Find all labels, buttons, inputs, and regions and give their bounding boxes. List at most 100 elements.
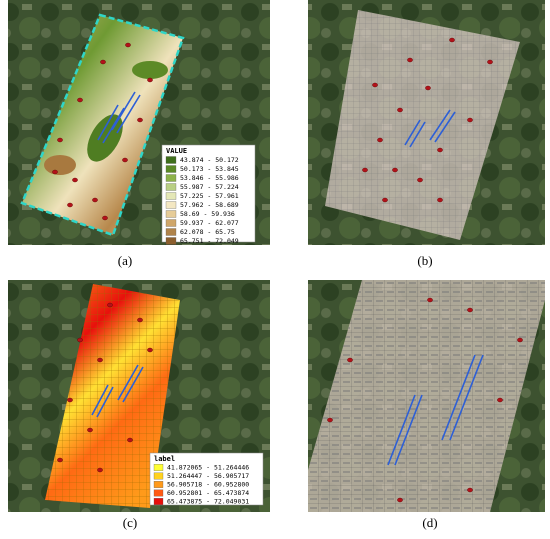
legend-swatch	[153, 472, 164, 480]
sample-point	[72, 177, 78, 183]
sample-point	[87, 427, 93, 433]
fault-line	[441, 354, 476, 441]
fault-line	[116, 94, 141, 134]
fault-line	[117, 364, 139, 401]
sample-point	[407, 57, 413, 63]
legend-swatch	[165, 156, 177, 164]
legend-label: 55.987 - 57.224	[180, 183, 239, 191]
sample-point	[425, 85, 431, 91]
sample-point	[437, 197, 443, 203]
legend-label: 57.962 - 58.689	[180, 201, 239, 209]
sample-point	[392, 167, 398, 173]
sample-point	[102, 215, 108, 221]
legend-swatch	[165, 192, 177, 200]
sample-point	[77, 337, 83, 343]
sample-point	[347, 357, 353, 363]
legend-label: 65.751 - 72.049	[180, 237, 239, 245]
sample-point	[107, 302, 113, 308]
fault-line	[434, 111, 456, 143]
fault-line	[387, 394, 416, 466]
panel-b	[308, 0, 545, 245]
sample-point	[397, 497, 403, 503]
sample-point	[377, 137, 383, 143]
sample-point	[427, 297, 433, 303]
sample-point	[327, 417, 333, 423]
legend-swatch	[153, 464, 164, 471]
sample-point	[362, 167, 368, 173]
sample-point	[467, 117, 473, 123]
legend-swatch	[153, 489, 164, 497]
sample-point	[147, 347, 153, 353]
legend-label: 51.264447 - 56.905717	[167, 472, 249, 480]
sample-point	[122, 157, 128, 163]
legend-swatch	[153, 481, 164, 488]
grid	[308, 280, 545, 512]
sample-point	[77, 97, 83, 103]
sample-point	[372, 82, 378, 88]
sample-point	[467, 487, 473, 493]
fault-line	[96, 386, 114, 418]
legend-swatch	[165, 174, 177, 182]
sample-point	[125, 42, 131, 48]
legend-label: 59.937 - 62.077	[180, 219, 239, 227]
sample-point	[137, 117, 143, 123]
legend-swatch	[153, 498, 164, 505]
sample-point	[497, 397, 503, 403]
legend-label: 57.225 - 57.961	[180, 192, 239, 200]
sample-point	[517, 337, 523, 343]
legend-label: 56.905718 - 60.952800	[167, 481, 249, 489]
sample-point	[97, 357, 103, 363]
legend-swatch	[165, 210, 177, 218]
panel-label: (b)	[417, 253, 432, 268]
legend-label: 62.078 - 65.75	[180, 228, 235, 236]
legend-label: 53.846 - 55.986	[180, 174, 239, 182]
fault-line	[404, 119, 421, 146]
sample-point	[147, 77, 153, 83]
panel-label: (c)	[123, 515, 137, 530]
legend-swatch	[165, 165, 177, 173]
legend-swatch	[165, 201, 177, 209]
grid	[45, 284, 180, 508]
legend-box	[161, 144, 256, 243]
sample-point	[57, 457, 63, 463]
fault-line	[111, 91, 136, 131]
fault-line	[449, 354, 484, 441]
sample-point	[467, 307, 473, 313]
sample-point	[397, 107, 403, 113]
legend-swatch	[165, 228, 177, 236]
legend-label: 60.952801 - 65.473874	[167, 489, 249, 497]
legend-swatch	[165, 219, 177, 227]
sample-point	[449, 37, 455, 43]
sample-point	[67, 202, 73, 208]
legend-title: VALUE	[166, 147, 187, 155]
fault-line	[394, 394, 423, 466]
fault-line	[91, 384, 109, 416]
sample-point	[382, 197, 388, 203]
sample-point	[92, 197, 98, 203]
sample-point	[67, 397, 73, 403]
panel-a	[8, 0, 270, 245]
fault-line	[97, 104, 119, 141]
panel-label: (d)	[422, 515, 437, 530]
legend-label: 65.473875 - 72.049031	[167, 498, 249, 506]
fault-line	[409, 121, 426, 148]
legend-label: 50.173 - 53.845	[180, 165, 239, 173]
fault-line	[429, 109, 451, 141]
legend-label: 43.874 - 50.172	[180, 156, 239, 164]
sample-point	[57, 137, 63, 143]
sample-point	[100, 59, 106, 65]
sample-point	[437, 147, 443, 153]
sample-point	[137, 317, 143, 323]
fault-line	[102, 107, 125, 144]
sample-point	[417, 177, 423, 183]
sample-point	[487, 59, 493, 65]
zone	[132, 61, 168, 79]
legend-label: 58.69 - 59.936	[180, 210, 235, 218]
zone	[44, 155, 76, 175]
panel-label: (a)	[118, 253, 132, 268]
panel-d	[308, 280, 545, 512]
legend-swatch	[165, 183, 177, 191]
